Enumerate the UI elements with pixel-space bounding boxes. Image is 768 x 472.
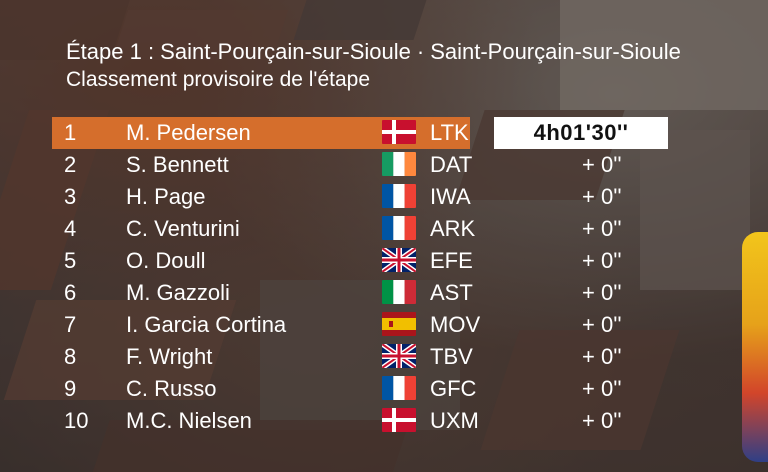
france-flag-icon xyxy=(382,216,416,240)
denmark-flag-icon xyxy=(382,408,416,432)
team-code: EFE xyxy=(430,248,473,273)
rank-number: 10 xyxy=(64,408,89,433)
uk-flag-icon xyxy=(382,344,416,368)
time-gap: + 0'' xyxy=(582,248,622,273)
leader-time: 4h01'30'' xyxy=(533,120,629,145)
rank-number: 3 xyxy=(64,184,77,209)
time-gap: + 0'' xyxy=(582,408,622,433)
cyclist-partial xyxy=(742,232,768,462)
time-gap: + 0'' xyxy=(582,184,622,209)
france-flag-icon xyxy=(382,184,416,208)
result-row: 4 C. Venturini ARK + 0'' xyxy=(52,213,668,245)
result-row: 1 M. Pedersen LTK 4h01'30'' xyxy=(52,117,668,149)
rank-number: 4 xyxy=(64,216,77,241)
result-row: 7 I. Garcia Cortina MOV + 0'' xyxy=(52,309,668,341)
stage-title: Étape 1 : Saint-Pourçain-sur-Sioule · Sain… xyxy=(66,38,681,66)
stage-finish: Saint-Pourçain-sur-Sioule xyxy=(430,39,681,64)
rank-number: 9 xyxy=(64,376,77,401)
team-code: MOV xyxy=(430,312,481,337)
denmark-flag-icon xyxy=(382,120,416,144)
result-row: 3 H. Page IWA + 0'' xyxy=(52,181,668,213)
spain-flag-icon xyxy=(382,312,416,336)
classification-subtitle: Classement provisoire de l'étape xyxy=(66,68,370,91)
rider-name: M.C. Nielsen xyxy=(126,408,252,433)
rank-number: 5 xyxy=(64,248,77,273)
team-code: ARK xyxy=(430,216,476,241)
rider-name: O. Doull xyxy=(126,248,206,273)
result-row: 2 S. Bennett DAT + 0'' xyxy=(52,149,668,181)
results-table: 1 M. Pedersen LTK 4h01'30'' 2 S. Bennett DAT + … xyxy=(52,117,668,437)
background-building xyxy=(560,0,768,110)
team-code: TBV xyxy=(430,344,473,369)
time-gap: + 0'' xyxy=(582,152,622,177)
result-row: 8 F. Wright TBV + 0'' xyxy=(52,341,668,373)
background-building xyxy=(640,130,750,290)
team-code: UXM xyxy=(430,408,479,433)
rider-name: M. Gazzoli xyxy=(126,280,230,305)
rider-name: H. Page xyxy=(126,184,206,209)
team-code: IWA xyxy=(430,184,471,209)
stage-name: Étape 1 : Saint-Pourçain-sur-Sioule xyxy=(66,39,411,64)
team-code: AST xyxy=(430,280,473,305)
time-gap: + 0'' xyxy=(582,280,622,305)
time-gap: + 0'' xyxy=(582,216,622,241)
rank-number: 2 xyxy=(64,152,77,177)
italy-flag-icon xyxy=(382,280,416,304)
time-gap: + 0'' xyxy=(582,376,622,401)
rider-name: C. Russo xyxy=(126,376,217,401)
rank-number: 1 xyxy=(64,120,77,145)
rank-number: 8 xyxy=(64,344,77,369)
team-code: GFC xyxy=(430,376,477,401)
title-separator: · xyxy=(416,39,425,64)
stage-header: Étape 1 : Saint-Pourçain-sur-Sioule · Sain… xyxy=(66,38,681,94)
uk-flag-icon xyxy=(382,248,416,272)
rider-name: M. Pedersen xyxy=(126,120,251,145)
time-gap: + 0'' xyxy=(582,344,622,369)
rider-name: F. Wright xyxy=(126,344,213,369)
background-building xyxy=(260,280,460,430)
rider-name: S. Bennett xyxy=(126,152,229,177)
time-gap: + 0'' xyxy=(582,312,622,337)
france-flag-icon xyxy=(382,376,416,400)
team-code: LTK xyxy=(430,120,469,145)
result-row: 9 C. Russo GFC + 0'' xyxy=(52,373,668,405)
rider-name: C. Venturini xyxy=(126,216,240,241)
ireland-flag-icon xyxy=(382,152,416,176)
leader-time-box xyxy=(494,117,668,149)
rank-number: 7 xyxy=(64,312,77,337)
team-code: DAT xyxy=(430,152,473,177)
rank-number: 6 xyxy=(64,280,77,305)
result-row: 5 O. Doull EFE + 0'' xyxy=(52,245,668,277)
rider-name: I. Garcia Cortina xyxy=(126,312,287,337)
result-row: 10 M.C. Nielsen UXM + 0'' xyxy=(52,405,668,437)
result-row: 6 M. Gazzoli AST + 0'' xyxy=(52,277,668,309)
